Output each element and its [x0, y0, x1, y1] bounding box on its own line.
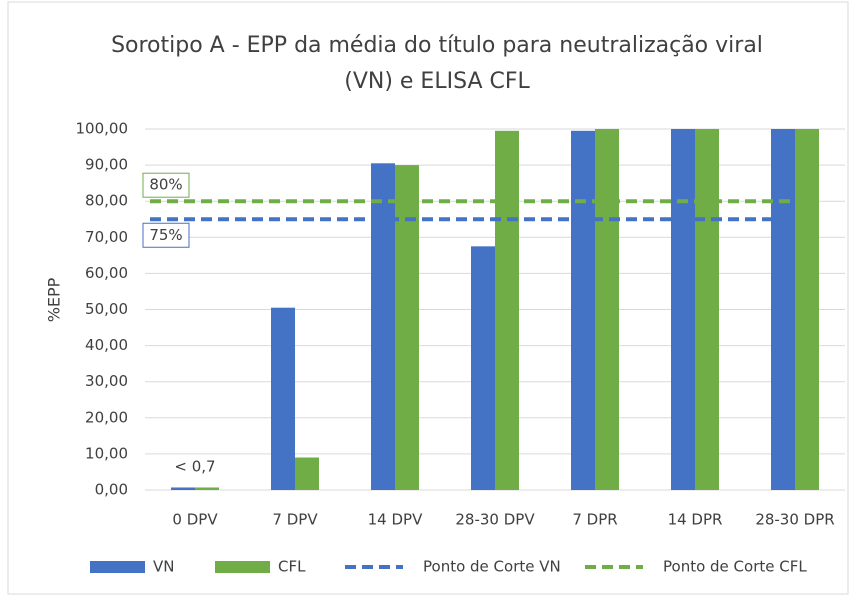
- bar: [795, 129, 819, 490]
- x-tick-label: 7 DPR: [572, 511, 617, 529]
- cutoff-label: 80%: [149, 176, 182, 194]
- x-tick-label: 28-30 DPR: [755, 511, 834, 529]
- legend-label: VN: [153, 558, 174, 576]
- bar: [695, 129, 719, 490]
- x-tick-label: 14 DPV: [368, 511, 423, 529]
- bar: [671, 129, 695, 490]
- y-tick-label: 80,00: [85, 192, 128, 210]
- bar: [295, 457, 319, 490]
- bar: [471, 246, 495, 490]
- x-tick-label: 28-30 DPV: [455, 511, 535, 529]
- y-axis-title: %EPP: [45, 277, 64, 322]
- y-tick-label: 40,00: [85, 336, 128, 354]
- legend-label: Ponto de Corte CFL: [663, 558, 807, 576]
- y-tick-label: 70,00: [85, 228, 128, 246]
- x-tick-label: 7 DPV: [272, 511, 318, 529]
- legend-swatch: [90, 561, 145, 573]
- bar: [595, 129, 619, 490]
- bar: [171, 487, 195, 490]
- x-tick-label: 0 DPV: [172, 511, 218, 529]
- legend-swatch: [215, 561, 270, 573]
- y-tick-label: 100,00: [76, 120, 129, 138]
- y-tick-label: 20,00: [85, 408, 128, 426]
- bar: [195, 487, 219, 490]
- bar: [271, 307, 295, 490]
- bar: [571, 130, 595, 490]
- y-tick-label: 60,00: [85, 264, 128, 282]
- bar: [495, 130, 519, 490]
- y-tick-label: 10,00: [85, 444, 128, 462]
- bar: [771, 129, 795, 490]
- y-tick-label: 0,00: [95, 481, 128, 499]
- y-tick-label: 50,00: [85, 300, 128, 318]
- cutoff-label: 75%: [149, 226, 182, 244]
- bar: [371, 163, 395, 491]
- legend-label: Ponto de Corte VN: [423, 558, 561, 576]
- x-tick-label: 14 DPR: [668, 511, 723, 529]
- cutoff-label-box: [142, 222, 190, 248]
- bar: [395, 165, 419, 490]
- chart-title: (VN) e ELISA CFL: [344, 69, 530, 94]
- y-tick-label: 30,00: [85, 372, 128, 390]
- y-tick-label: 90,00: [85, 156, 128, 174]
- legend-label: CFL: [278, 558, 306, 576]
- chart-title: Sorotipo A - EPP da média do título para…: [111, 33, 763, 58]
- annotation: < 0,7: [174, 458, 215, 476]
- cutoff-label-box: [142, 172, 190, 198]
